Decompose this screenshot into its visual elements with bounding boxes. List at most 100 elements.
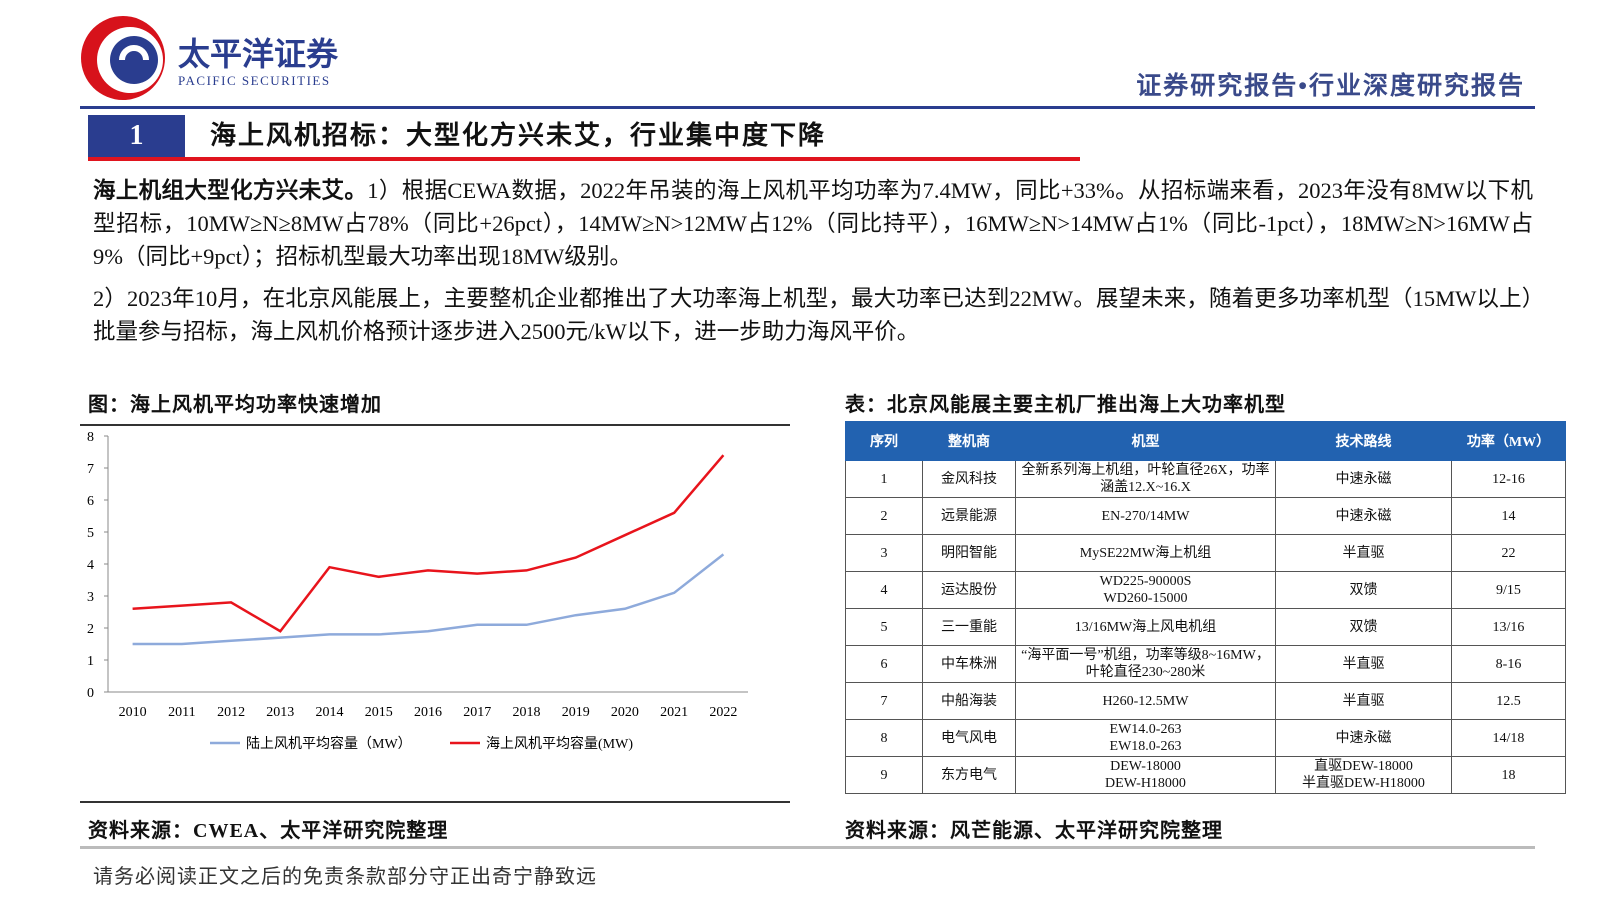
- rule: [80, 424, 790, 426]
- header-cell: 功率（MW）: [1451, 421, 1566, 461]
- table-cell: 双馈: [1275, 571, 1452, 609]
- table-row: 7 中船海装 H260-12.5MW 半直驱 12.5: [845, 682, 1566, 720]
- header-row: 序列 整机商 机型 技术路线 功率（MW）: [845, 421, 1566, 461]
- header-cell: 机型: [1015, 421, 1276, 461]
- table-cell: 1: [845, 460, 923, 498]
- table-cell: 14: [1451, 497, 1566, 535]
- table-cell: 22: [1451, 534, 1566, 572]
- cell-line: 直驱DEW-18000: [1314, 759, 1413, 774]
- table-cell: 12.5: [1451, 682, 1566, 720]
- y-tick-label: 6: [87, 494, 94, 509]
- table-row: 4 运达股份 WD225-90000S WD260-15000 双馈 9/15: [845, 571, 1566, 609]
- x-tick-label: 2016: [414, 705, 442, 720]
- paragraph: 2）2023年10月，在北京风能展上，主要整机企业都推出了大功率海上机型，最大功…: [93, 282, 1533, 348]
- cell-line: WD260-15000: [1103, 591, 1188, 606]
- x-tick-label: 2017: [463, 705, 491, 720]
- table-cell: MySE22MW海上机组: [1015, 534, 1276, 572]
- cell-line: DEW-18000: [1110, 759, 1181, 774]
- table-row: 8 电气风电 EW14.0-263 EW18.0-263 中速永磁 14/18: [845, 719, 1566, 757]
- header-cell: 序列: [845, 421, 923, 461]
- table-cell: 7: [845, 682, 923, 720]
- table-cell: 金风科技: [922, 460, 1016, 498]
- logo-wave: [119, 45, 149, 61]
- y-tick-label: 8: [87, 430, 94, 445]
- paragraph-text: 2）2023年10月，在北京风能展上，主要整机企业都推出了大功率海上机型，最大功…: [93, 286, 1533, 344]
- table-cell: DEW-18000 DEW-H18000: [1015, 756, 1276, 794]
- table-cell: 4: [845, 571, 923, 609]
- table-row: 3 明阳智能 MySE22MW海上机组 半直驱 22: [845, 534, 1566, 572]
- paragraph-lead: 海上机组大型化方兴未艾。: [93, 178, 368, 203]
- table-cell: 全新系列海上机组，叶轮直径26X，功率涵盖12.X~16.X: [1015, 460, 1276, 498]
- table-row: 6 中车株洲 “海平面一号”机组，功率等级8~16MW，叶轮直径230~280米 半直…: [845, 645, 1566, 683]
- table-cell: 中速永磁: [1275, 497, 1452, 535]
- table-cell: 中车株洲: [922, 645, 1016, 683]
- table-cell: 13/16MW海上风电机组: [1015, 608, 1276, 646]
- table-row: 2 远景能源 EN-270/14MW 中速永磁 14: [845, 497, 1566, 535]
- report-type: 证券研究报告•行业深度研究报告: [1136, 73, 1525, 100]
- x-tick-label: 2020: [611, 705, 639, 720]
- cell-line: EW14.0-263: [1109, 722, 1182, 737]
- cell-line: EW18.0-263: [1109, 739, 1182, 754]
- x-tick-label: 2019: [562, 705, 590, 720]
- table-cell: WD225-90000S WD260-15000: [1015, 571, 1276, 609]
- table-row: 1 金风科技 全新系列海上机组，叶轮直径26X，功率涵盖12.X~16.X 中速永磁 1…: [845, 460, 1566, 498]
- footer: 请务必阅读正文之后的免责条款部分守正出奇宁静致远: [93, 866, 597, 888]
- figure-caption: 图：海上风机平均功率快速增加: [88, 394, 382, 416]
- rule: [80, 106, 1535, 109]
- x-tick-label: 2010: [119, 705, 147, 720]
- table-cell: 半直驱: [1275, 645, 1452, 683]
- table-cell: 中船海装: [922, 682, 1016, 720]
- legend-label: 海上风机平均容量(MW): [486, 735, 633, 752]
- table-cell: 6: [845, 645, 923, 683]
- table-cell: 东方电气: [922, 756, 1016, 794]
- x-tick-label: 2015: [365, 705, 393, 720]
- y-tick-label: 1: [87, 654, 94, 669]
- table-cell: 半直驱: [1275, 534, 1452, 572]
- table-cell: 13/16: [1451, 608, 1566, 646]
- cell-line: WD225-90000S: [1099, 574, 1192, 589]
- rule: [80, 801, 790, 803]
- y-tick-label: 4: [87, 558, 94, 573]
- table-row: 5 三一重能 13/16MW海上风电机组 双馈 13/16: [845, 608, 1566, 646]
- x-tick-label: 2014: [316, 705, 344, 720]
- table-cell: 明阳智能: [922, 534, 1016, 572]
- table-source: 资料来源：风芒能源、太平洋研究院整理: [845, 820, 1223, 842]
- table: 序列 整机商 机型 技术路线 功率（MW） 1 金风科技 全新系列海上机组，叶轮直径26X，功…: [845, 421, 1566, 794]
- table-cell: 9/15: [1451, 571, 1566, 609]
- table-cell: EN-270/14MW: [1015, 497, 1276, 535]
- x-tick-label: 2013: [266, 705, 294, 720]
- x-tick-label: 2018: [512, 705, 540, 720]
- y-tick-label: 3: [87, 590, 94, 605]
- section-title: 海上风机招标：大型化方兴未艾，行业集中度下降: [210, 121, 827, 150]
- y-tick-label: 5: [87, 526, 94, 541]
- table-cell: H260-12.5MW: [1015, 682, 1276, 720]
- table-cell: 8: [845, 719, 923, 757]
- paragraph-text: 1）根据CEWA数据，2022年吊装的海上风机平均功率为7.4MW，同比+33%…: [93, 178, 1533, 269]
- logo-en: PACIFIC SECURITIES: [178, 73, 331, 88]
- x-tick-label: 2021: [660, 705, 688, 720]
- section-number: 1: [88, 115, 185, 157]
- table-cell: 远景能源: [922, 497, 1016, 535]
- table-cell: 12-16: [1451, 460, 1566, 498]
- table-cell: 18: [1451, 756, 1566, 794]
- chart: 0 1 2 3 4 5 6 7 8 2010 2011 2012 2013 2014 2015 2016 201…: [87, 430, 748, 752]
- logo: 太平洋证券 PACIFIC SECURITIES: [81, 16, 339, 100]
- header-cell: 技术路线: [1275, 421, 1452, 461]
- table-cell: 9: [845, 756, 923, 794]
- x-tick-label: 2011: [168, 705, 195, 720]
- rule: [88, 157, 1080, 161]
- legend-label: 陆上风机平均容量（MW）: [246, 735, 412, 752]
- table-cell: 8-16: [1451, 645, 1566, 683]
- table-cell: “海平面一号”机组，功率等级8~16MW，叶轮直径230~280米: [1015, 645, 1276, 683]
- table-cell: 半直驱: [1275, 682, 1452, 720]
- series-line: [132, 454, 725, 633]
- table-caption: 表：北京风能展主要主机厂推出海上大功率机型: [845, 394, 1286, 416]
- table-cell: 14/18: [1451, 719, 1566, 757]
- figure-source: 资料来源：CWEA、太平洋研究院整理: [88, 820, 449, 842]
- logo-cn: 太平洋证券: [178, 36, 339, 72]
- table-cell: EW14.0-263 EW18.0-263: [1015, 719, 1276, 757]
- table-cell: 直驱DEW-18000 半直驱DEW-H18000: [1275, 756, 1452, 794]
- table-cell: 5: [845, 608, 923, 646]
- logo-core: [110, 36, 158, 84]
